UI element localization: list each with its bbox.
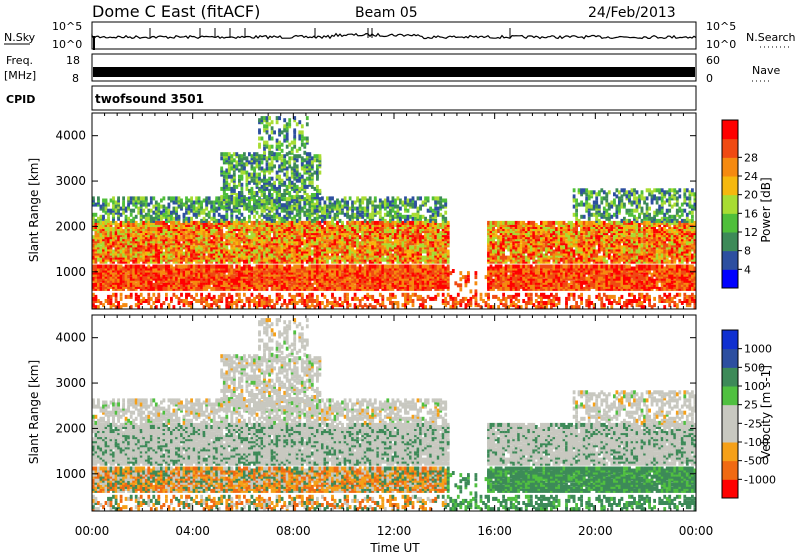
colorbar-tick: 24 — [744, 170, 758, 183]
power-heatmap — [92, 116, 697, 310]
colorbar-tick: -500 — [744, 455, 769, 468]
beam-label: Beam 05 — [355, 5, 418, 21]
ytick-label: 4000 — [55, 331, 86, 345]
colorbar-tick: 8 — [744, 245, 751, 258]
freq-tick-bottom: 8 — [72, 72, 79, 85]
xtick-label: 00:00 — [75, 524, 110, 538]
noise-tick-bottom: 10^0 — [52, 38, 82, 51]
xtick-label: 20:00 — [578, 524, 613, 538]
ytick-label: 3000 — [55, 174, 86, 188]
nsearch-label: N.Search — [746, 31, 796, 44]
noise-tick-top-right: 10^5 — [706, 20, 736, 33]
cpid-label: CPID — [6, 93, 35, 106]
noise-tick-bottom-right: 10^0 — [706, 38, 736, 51]
velocity-heatmap — [92, 318, 697, 512]
power-ylabel: Slant Range [km] — [27, 158, 41, 262]
colorbar-tick: 20 — [744, 189, 758, 202]
colorbar-tick: 4 — [744, 263, 751, 276]
colorbar-tick: 25 — [744, 399, 758, 412]
noise-tick-top: 10^5 — [52, 20, 82, 33]
xtick-label: 08:00 — [276, 524, 311, 538]
freq-panel — [91, 53, 697, 82]
nave-tick-bottom: 0 — [706, 72, 713, 85]
colorbar-tick: 1000 — [744, 343, 772, 356]
ytick-label: 1000 — [55, 265, 86, 279]
xtick-label: 12:00 — [377, 524, 412, 538]
noise-trace — [91, 28, 697, 50]
ytick-label: 4000 — [55, 129, 86, 143]
power-colorbar-label: Power [dB] — [759, 177, 773, 242]
cpid-panel — [91, 85, 697, 111]
xtick-label: 16:00 — [477, 524, 512, 538]
freq-label-1: Freq. — [6, 54, 33, 67]
nsky-label: N.Sky — [4, 31, 36, 44]
colorbar-tick: -1000 — [744, 473, 776, 486]
nave-tick-top: 60 — [706, 54, 720, 67]
cpid-value: twofsound 3501 — [95, 92, 204, 106]
ytick-label: 3000 — [55, 376, 86, 390]
ytick-label: 2000 — [55, 219, 86, 233]
velocity-ylabel: Slant Range [km] — [27, 360, 41, 464]
freq-label-2: [MHz] — [4, 69, 36, 82]
colorbar-tick: 500 — [744, 361, 765, 374]
colorbar-tick: 28 — [744, 151, 758, 164]
power-colorbar: 4 8 12 16 20 24 28 — [721, 119, 758, 289]
colorbar-tick: -25 — [744, 417, 762, 430]
freq-tick-top: 18 — [66, 54, 80, 67]
freq-trace — [93, 67, 695, 77]
date-label: 24/Feb/2013 — [588, 5, 676, 21]
colorbar-tick: 100 — [744, 380, 765, 393]
velocity-colorbar: -1000 -500 -100 -25 25 100 500 1000 — [721, 329, 776, 499]
time-xlabel: Time UT — [369, 541, 420, 554]
axes: 1000 2000 3000 4000 1000 2000 3000 4000 00:00 04:… — [55, 113, 713, 538]
ytick-label: 1000 — [55, 467, 86, 481]
nave-label: Nave — [752, 64, 780, 77]
velocity-colorbar-label: Velocity [m s-1] — [759, 365, 773, 459]
colorbar-tick: -100 — [744, 436, 769, 449]
colorbar-tick: 16 — [744, 207, 758, 220]
radar-title: Dome C East (fitACF) — [92, 2, 260, 21]
xtick-label: 00:00 — [679, 524, 714, 538]
xtick-label: 04:00 — [175, 524, 210, 538]
ytick-label: 2000 — [55, 421, 86, 435]
colorbar-tick: 12 — [744, 226, 758, 239]
